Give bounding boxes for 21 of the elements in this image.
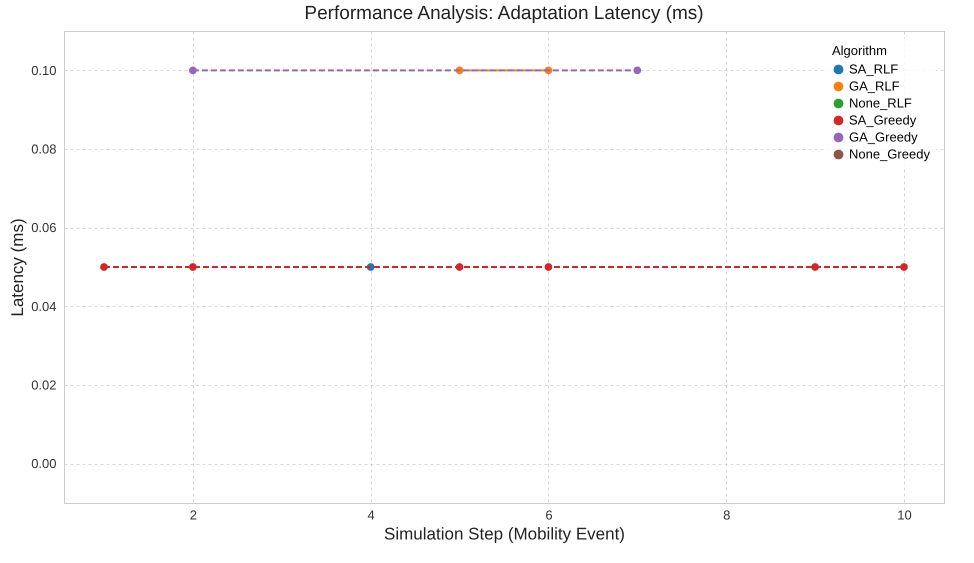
x-tick-label: 4	[368, 508, 375, 522]
x-tick-label: 6	[545, 508, 553, 522]
y-tick-label: 0.08	[31, 142, 56, 156]
legend-label: SA_RLF	[849, 62, 898, 76]
x-tick-label: 10	[897, 508, 912, 522]
legend-label: GA_Greedy	[849, 130, 918, 144]
legend-label: GA_RLF	[849, 78, 900, 94]
y-tick-label: 0.10	[31, 62, 56, 78]
legend-label: SA_Greedy	[849, 112, 917, 128]
x-tick-label: 2	[190, 508, 198, 522]
y-tick-label: 0.00	[31, 456, 56, 472]
y-tick-label: 0.06	[31, 220, 56, 236]
y-tick-label: 0.02	[31, 378, 56, 392]
x-axis-title: Simulation Step (Mobility Event)	[384, 524, 625, 544]
legend-title: Algorithm	[832, 43, 887, 58]
y-tick-label: 0.04	[31, 298, 56, 314]
chart-title: Performance Analysis: Adaptation Latency (ms)	[304, 3, 704, 24]
y-axis-title: Latency (ms)	[8, 218, 28, 317]
legend-label: None_RLF	[849, 96, 912, 110]
x-tick-label: 8	[723, 508, 730, 522]
legend-label: None_Greedy	[849, 146, 930, 162]
